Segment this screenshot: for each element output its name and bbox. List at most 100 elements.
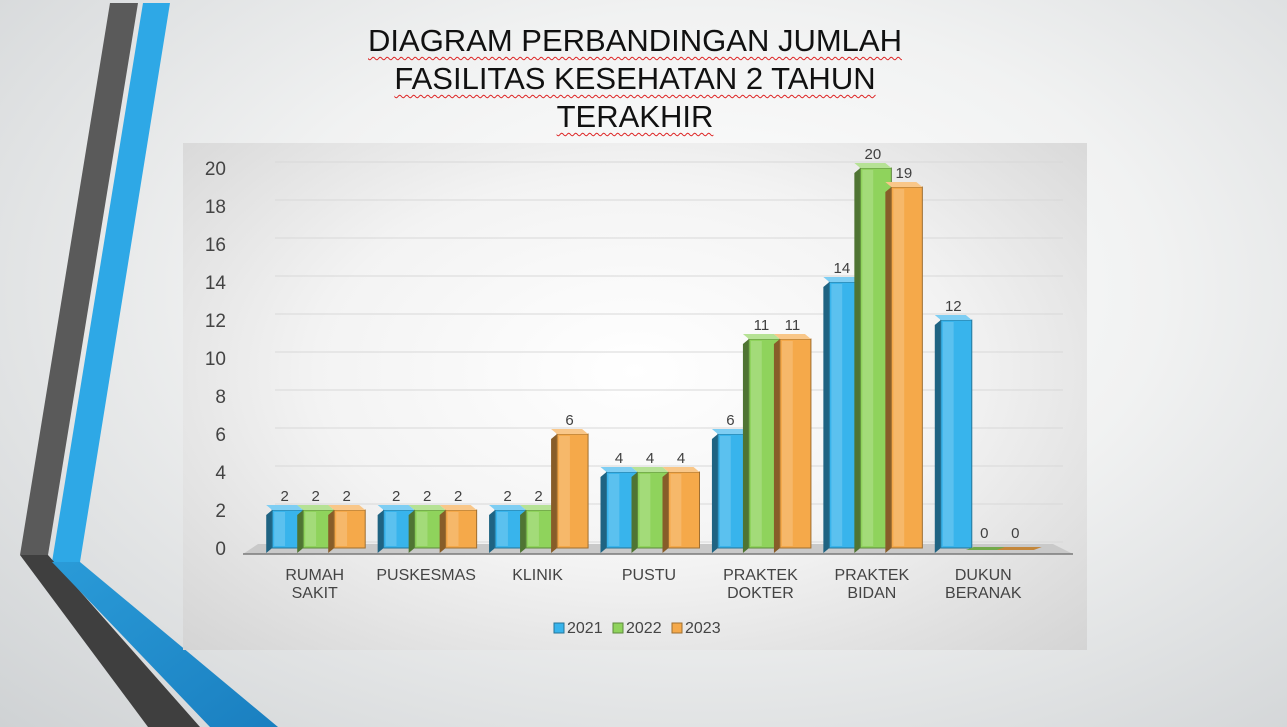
y-tick-label: 14 <box>205 273 227 294</box>
data-label: 12 <box>945 298 962 315</box>
bar-top <box>662 467 700 472</box>
bar-highlight <box>608 474 620 546</box>
bar-front <box>890 186 923 549</box>
bar-side <box>934 320 941 553</box>
data-label: 14 <box>834 260 851 277</box>
bar-highlight <box>719 436 731 546</box>
bar-highlight <box>528 512 539 546</box>
bar-top <box>742 334 780 339</box>
data-label: 2 <box>392 488 400 505</box>
bar-highlight <box>750 341 762 546</box>
y-tick-label: 2 <box>215 501 226 522</box>
legend-label: 2022 <box>626 620 662 637</box>
x-tick-label: PUSKESMAS <box>376 567 476 584</box>
bar-top <box>489 505 527 510</box>
bar-side <box>328 510 335 553</box>
data-label: 0 <box>980 525 988 542</box>
bar-top <box>711 429 749 434</box>
bar-highlight <box>305 512 317 546</box>
gray-stripe-upper <box>20 3 138 555</box>
bar-top <box>297 505 335 510</box>
y-tick-label: 18 <box>205 197 226 218</box>
bar-side <box>489 510 496 553</box>
data-label: 6 <box>565 412 573 429</box>
bar-top <box>408 505 446 510</box>
bar <box>439 505 478 553</box>
bar-highlight <box>639 474 651 546</box>
x-tick-label: KLINIK <box>512 567 563 584</box>
bar-highlight <box>670 474 682 546</box>
bar <box>885 182 923 553</box>
bar-top <box>377 505 415 510</box>
bar <box>996 547 1042 550</box>
y-tick-label: 6 <box>215 425 226 446</box>
data-label: 2 <box>534 488 542 505</box>
data-label: 20 <box>865 146 882 163</box>
bar-front <box>333 509 366 549</box>
y-tick-label: 4 <box>215 463 226 484</box>
x-tick-label-line: BERANAK <box>945 585 1022 602</box>
bar <box>328 505 366 553</box>
x-tick-label-line: PRAKTEK <box>835 567 910 584</box>
data-label: 19 <box>896 165 913 182</box>
bar-top <box>520 505 558 510</box>
bar-side <box>520 510 527 553</box>
bar-highlight <box>274 512 286 546</box>
bar-front <box>445 509 478 549</box>
data-label: 2 <box>281 488 289 505</box>
bar-side <box>439 510 446 553</box>
x-tick-label-line: PUSKESMAS <box>376 567 476 584</box>
bar-side <box>408 510 415 553</box>
bar-side <box>742 339 749 553</box>
bar-top <box>328 505 366 510</box>
bar <box>662 467 700 553</box>
bar <box>773 334 812 553</box>
x-axis-labels: RUMAH SAKIT PUSKESMAS KLINIK PUSTU PRAKTEK DOK… <box>285 567 1021 602</box>
data-label: 4 <box>677 450 685 467</box>
bar-highlight <box>831 284 843 546</box>
x-tick-label: PRAKTEK DOKTER <box>723 567 798 602</box>
blue-stripe-lower <box>52 562 278 727</box>
bar-side <box>711 434 718 553</box>
bar-side <box>773 339 780 553</box>
data-label: 2 <box>312 488 320 505</box>
bar-zero <box>996 547 1042 550</box>
bar-highlight <box>781 341 793 546</box>
bar-highlight <box>942 322 954 546</box>
bar-top <box>885 182 923 187</box>
data-label: 11 <box>754 317 770 334</box>
x-tick-label-line: RUMAH <box>285 567 344 584</box>
bar-top <box>439 505 477 510</box>
x-tick-label: RUMAH SAKIT <box>285 567 344 602</box>
bar-top <box>631 467 669 472</box>
bar-top <box>823 277 861 282</box>
legend: 2021 2022 2023 <box>553 620 721 637</box>
bar-top <box>773 334 811 339</box>
title-line: DIAGRAM PERBANDINGAN JUMLAH <box>368 23 902 58</box>
bar-front <box>556 433 589 549</box>
bar-top <box>551 429 589 434</box>
y-tick-label: 10 <box>205 349 226 370</box>
bar-top <box>600 467 638 472</box>
title-line: TERAKHIR <box>556 99 714 134</box>
gray-stripe-lower <box>20 555 200 727</box>
x-tick-label: PRAKTEK BIDAN <box>835 567 910 602</box>
bar-top <box>266 505 304 510</box>
legend-label: 2021 <box>567 620 603 637</box>
bar-highlight <box>497 512 508 546</box>
chart-area: 0 2 4 6 8 10 12 14 16 18 20 2 2 2 2 2 2 2 2 6 4 4 4 6 11 11 14 20 19… <box>183 143 1087 650</box>
x-tick-label-line: BIDAN <box>847 585 896 602</box>
legend-swatch <box>553 622 565 634</box>
bar-side <box>377 510 384 553</box>
bar-side <box>266 510 273 553</box>
bar-top <box>934 315 972 320</box>
x-tick-label: PUSTU <box>622 567 676 584</box>
bar-side <box>600 472 607 553</box>
y-axis-labels: 0 2 4 6 8 10 12 14 16 18 20 <box>205 159 227 560</box>
bar-side <box>823 282 830 553</box>
x-tick-label-line: PRAKTEK <box>723 567 798 584</box>
y-tick-label: 8 <box>215 387 226 408</box>
bar-highlight <box>416 512 428 546</box>
